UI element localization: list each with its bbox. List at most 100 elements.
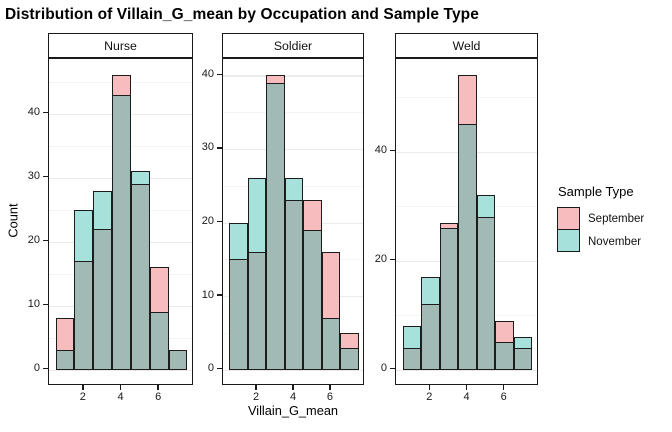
histogram-bar-overlap xyxy=(458,124,477,370)
x-tick-mark xyxy=(428,385,431,390)
histogram-bar-overlap xyxy=(74,260,94,370)
histogram-bar-september xyxy=(458,75,477,126)
histogram-bar-november xyxy=(476,195,496,219)
x-tick-mark xyxy=(502,385,505,390)
legend-item-september: September xyxy=(557,207,671,230)
y-tick-mark xyxy=(43,367,48,370)
gridline-major xyxy=(223,75,363,77)
histogram-bar-overlap xyxy=(513,347,533,370)
gridline-major xyxy=(223,148,363,151)
panel-nurse xyxy=(48,58,193,385)
y-tick-mark xyxy=(43,303,48,306)
facet-strip-soldier: Soldier xyxy=(222,33,364,58)
histogram-bar-overlap xyxy=(340,347,359,370)
histogram-bar-september xyxy=(55,318,75,352)
facet-strip-weld: Weld xyxy=(395,33,538,58)
x-tick-mark xyxy=(255,385,257,390)
facet-strip-label: Soldier xyxy=(273,38,313,53)
histogram-bar-overlap xyxy=(112,94,131,370)
chart-title: Distribution of Villain_G_mean by Occupa… xyxy=(5,6,479,23)
histogram-bar-september xyxy=(149,267,169,314)
y-tick-mark xyxy=(43,175,48,178)
histogram-bar-november xyxy=(247,178,267,254)
histogram-bar-overlap xyxy=(55,350,75,370)
histogram-bar-november xyxy=(229,222,248,261)
facet-strip-nurse: Nurse xyxy=(48,33,193,58)
histogram-bar-overlap xyxy=(149,312,169,370)
histogram-bar-overlap xyxy=(229,259,248,370)
x-tick-mark xyxy=(329,385,331,390)
y-tick-mark xyxy=(217,147,222,149)
x-tick-mark xyxy=(465,385,468,390)
gridline-major xyxy=(223,369,363,371)
histogram-bar-overlap xyxy=(421,304,440,370)
histogram-bar-overlap xyxy=(495,342,514,370)
histogram-bar-overlap xyxy=(266,82,285,370)
y-axis-title: Count xyxy=(5,203,21,238)
x-tick-label: 2 xyxy=(253,391,260,403)
gridline-major xyxy=(49,369,192,371)
y-tick-mark xyxy=(217,294,222,296)
y-tick-label: 40 xyxy=(27,106,40,119)
panel-weld xyxy=(395,58,538,385)
y-tick-label: 40 xyxy=(201,67,214,80)
y-tick-label: 20 xyxy=(201,215,214,227)
histogram-bar-overlap xyxy=(284,200,304,370)
y-tick-mark xyxy=(390,258,395,261)
legend-item-november: November xyxy=(557,229,671,253)
y-tick-label: 40 xyxy=(374,144,387,157)
histogram-bar-overlap xyxy=(476,217,496,370)
gridline-major xyxy=(396,369,537,371)
gridline-minor xyxy=(223,112,363,114)
histogram-bar-september xyxy=(321,251,341,320)
histogram-bar-overlap xyxy=(247,251,267,370)
x-tick-label: 6 xyxy=(326,391,333,403)
y-tick-label: 10 xyxy=(27,298,40,311)
facet-strip-label: Weld xyxy=(452,38,481,53)
histogram-bar-overlap xyxy=(321,318,341,370)
histogram-bar-november xyxy=(74,209,94,263)
x-tick-label: 2 xyxy=(79,391,86,403)
histogram-bar-overlap xyxy=(130,184,150,370)
histogram-bar-november xyxy=(421,277,440,306)
y-tick-label: 10 xyxy=(201,288,214,301)
x-tick-label: 6 xyxy=(155,391,162,403)
x-tick-mark xyxy=(292,385,294,390)
y-tick-mark xyxy=(217,367,222,370)
y-tick-label: 20 xyxy=(27,234,40,247)
histogram-bar-overlap xyxy=(93,228,113,370)
y-tick-label: 30 xyxy=(27,170,40,183)
x-tick-label: 4 xyxy=(117,391,124,403)
legend-swatch-september xyxy=(557,207,580,230)
legend-swatch-november xyxy=(557,229,580,253)
legend-label: November xyxy=(588,235,642,248)
histogram-bar-overlap xyxy=(402,347,422,370)
y-tick-mark xyxy=(390,367,395,370)
y-tick-mark xyxy=(217,73,222,76)
y-tick-mark xyxy=(390,149,395,152)
panel-soldier xyxy=(222,58,364,385)
histogram-bar-november xyxy=(284,178,304,202)
histogram-bar-overlap xyxy=(439,227,459,370)
histogram-bar-september xyxy=(495,320,514,344)
x-tick-label: 4 xyxy=(289,391,297,403)
histogram-bar-november xyxy=(402,326,422,350)
x-tick-label: 6 xyxy=(500,391,507,403)
histogram-bar-overlap xyxy=(303,229,322,370)
y-tick-label: 0 xyxy=(33,362,40,375)
y-tick-label: 0 xyxy=(207,362,214,375)
y-tick-mark xyxy=(43,239,48,242)
legend: Sample Type September November xyxy=(557,184,671,253)
histogram-bar-september xyxy=(303,200,322,232)
x-tick-mark xyxy=(119,385,122,390)
x-tick-mark xyxy=(82,385,84,390)
x-axis-title: Villain_G_mean xyxy=(247,403,339,418)
y-tick-label: 20 xyxy=(374,253,387,266)
y-tick-mark xyxy=(43,111,48,114)
x-tick-mark xyxy=(157,385,159,390)
facet-strip-label: Nurse xyxy=(104,38,137,53)
y-tick-label: 30 xyxy=(201,141,214,154)
x-tick-label: 2 xyxy=(426,391,433,403)
y-tick-mark xyxy=(217,220,222,223)
